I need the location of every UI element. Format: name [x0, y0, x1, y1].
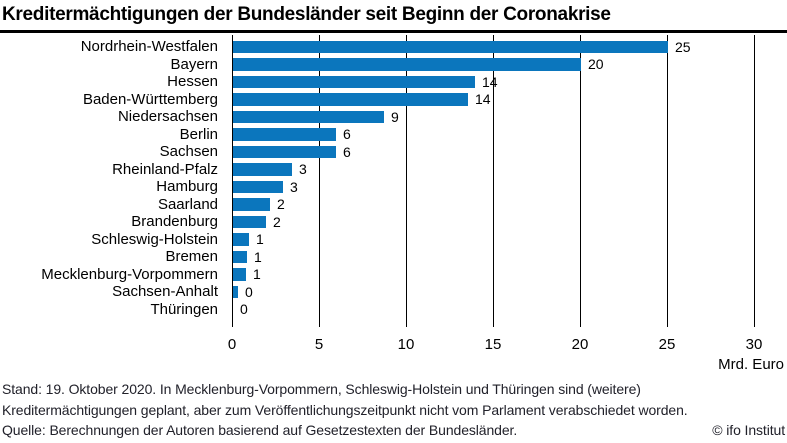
value-label-rheinland-pfalz: 3 [299, 161, 307, 178]
value-label-hessen: 14 [482, 73, 498, 90]
gridline-10 [406, 35, 407, 327]
category-label-brandenburg: Brandenburg [131, 213, 218, 231]
bar-sachsen [233, 145, 336, 158]
value-label-thueringen: 0 [240, 301, 248, 318]
chart-title: Kreditermächtigungen der Bundesländer se… [2, 4, 611, 25]
title-divider [0, 30, 787, 33]
category-label-mecklenburg-vorpommern: Mecklenburg-Vorpommern [41, 265, 218, 283]
category-label-bayern: Bayern [170, 55, 218, 73]
footnote-line-2: Kreditermächtigungen geplant, aber zum V… [2, 401, 688, 418]
value-label-brandenburg: 2 [273, 213, 281, 230]
bar-bremen [233, 250, 247, 263]
bar-niedersachsen [233, 110, 384, 123]
category-label-berlin: Berlin [179, 125, 218, 143]
bar-bayern [233, 58, 581, 71]
bar-schleswig-holstein [233, 233, 249, 246]
gridline-15 [493, 35, 494, 327]
bar-hamburg [233, 180, 283, 193]
value-label-sachsen-anhalt: 0 [245, 283, 253, 300]
value-label-sachsen: 6 [343, 143, 351, 160]
value-label-nordrhein-westfalen: 25 [675, 38, 691, 55]
category-label-thueringen: Thüringen [150, 300, 218, 318]
category-label-bremen: Bremen [165, 248, 218, 266]
footnote-line-1: Stand: 19. Oktober 2020. In Mecklenburg-… [2, 381, 641, 397]
category-label-hessen: Hessen [167, 73, 218, 91]
category-label-nordrhein-westfalen: Nordrhein-Westfalen [80, 38, 218, 56]
category-label-hamburg: Hamburg [156, 178, 218, 196]
x-tick-label-10: 10 [397, 336, 415, 353]
x-tick-label-25: 25 [658, 336, 676, 353]
x-tick-label-15: 15 [484, 336, 502, 353]
category-label-schleswig-holstein: Schleswig-Holstein [91, 230, 218, 248]
value-label-saarland: 2 [277, 196, 285, 213]
gridline-25 [667, 35, 668, 327]
bar-saarland [233, 198, 270, 211]
source-note: Quelle: Berechnungen der Autoren basiere… [2, 422, 518, 438]
bar-baden-wuerttemberg [233, 93, 468, 106]
gridline-20 [580, 35, 581, 327]
value-label-bayern: 20 [588, 56, 604, 73]
x-tick-label-5: 5 [314, 336, 324, 353]
category-label-baden-wuerttemberg: Baden-Württemberg [82, 90, 218, 108]
bar-hessen [233, 75, 475, 88]
bar-berlin [233, 128, 336, 141]
category-label-sachsen-anhalt: Sachsen-Anhalt [112, 283, 218, 301]
x-axis-unit-label: Mrd. Euro [718, 356, 784, 373]
bar-rheinland-pfalz [233, 163, 292, 176]
gridline-0 [232, 35, 233, 327]
gridline-30 [754, 35, 755, 327]
bar-mecklenburg-vorpommern [233, 268, 246, 281]
bar-sachsen-anhalt [233, 285, 238, 298]
category-label-rheinland-pfalz: Rheinland-Pfalz [112, 160, 218, 178]
x-tick-label-20: 20 [571, 336, 589, 353]
category-label-niedersachsen: Niedersachsen [117, 108, 218, 126]
category-label-saarland: Saarland [157, 195, 218, 213]
value-label-baden-wuerttemberg: 14 [475, 91, 491, 108]
category-label-sachsen: Sachsen [159, 143, 218, 161]
footnote: Stand: 19. Oktober 2020. In Mecklenburg-… [2, 379, 785, 441]
bar-brandenburg [233, 215, 266, 228]
value-label-berlin: 6 [343, 126, 351, 143]
value-label-bremen: 1 [254, 248, 262, 265]
x-tick-label-0: 0 [227, 336, 237, 353]
gridline-5 [319, 35, 320, 327]
value-label-schleswig-holstein: 1 [256, 231, 264, 248]
value-label-niedersachsen: 9 [391, 108, 399, 125]
copyright-note: © ifo Institut [712, 422, 785, 438]
value-label-hamburg: 3 [290, 178, 298, 195]
bar-nordrhein-westfalen [233, 40, 668, 53]
value-label-mecklenburg-vorpommern: 1 [253, 266, 261, 283]
x-tick-label-30: 30 [745, 336, 763, 353]
